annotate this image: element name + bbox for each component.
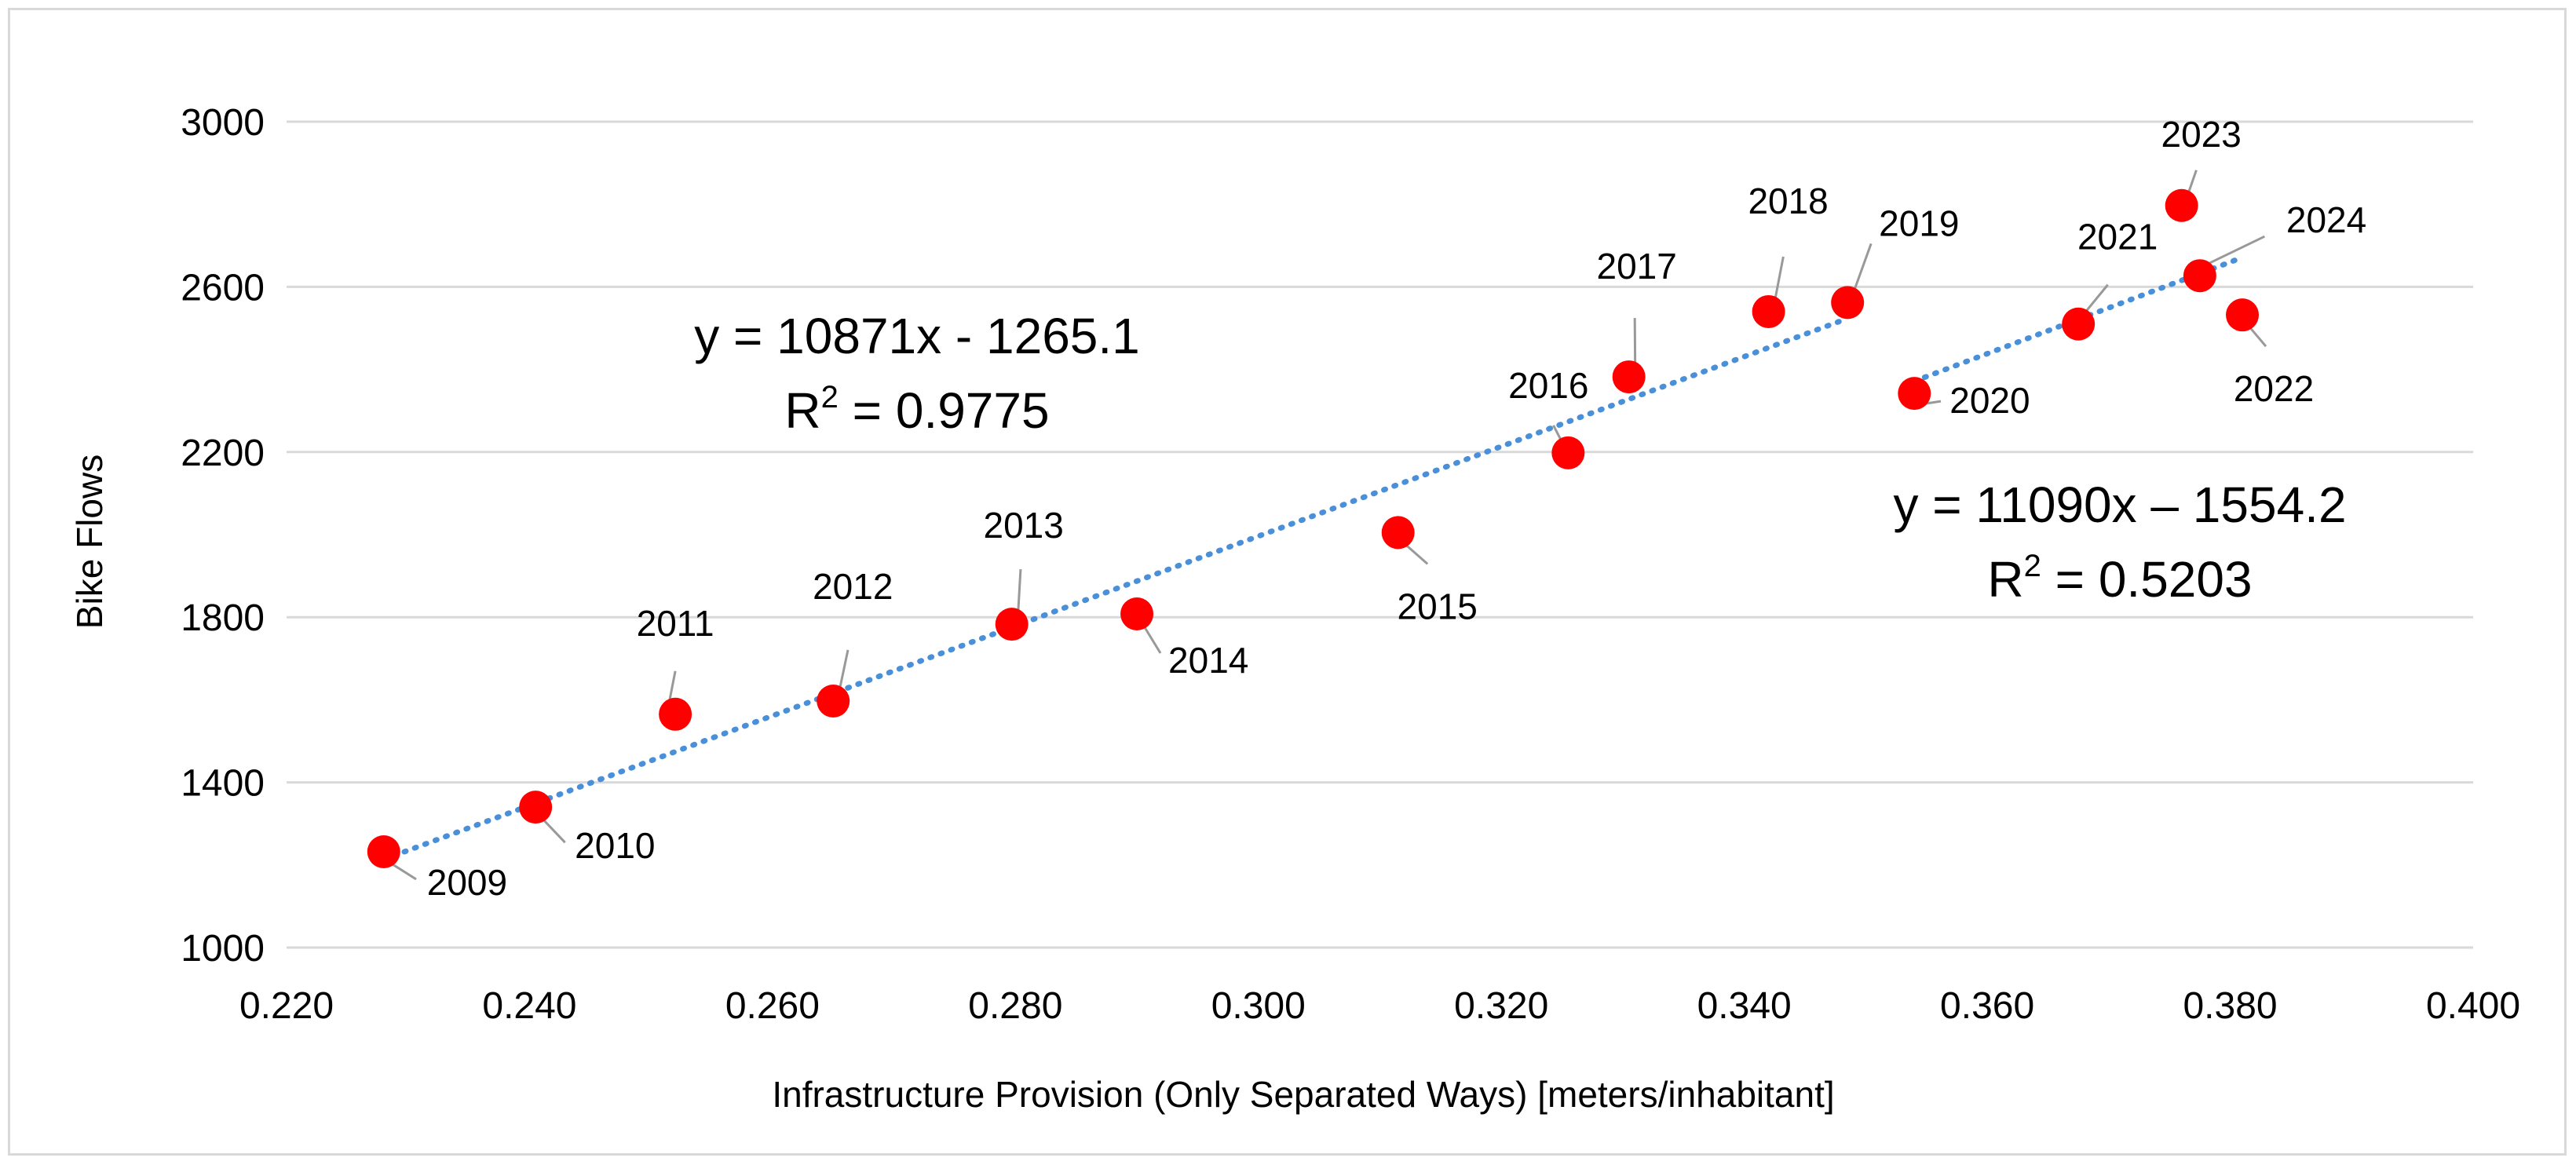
gridlines [287, 120, 2473, 949]
point-label-2013: 2013 [984, 505, 1064, 546]
data-point-2011 [659, 697, 692, 731]
leader-line-2012 [838, 649, 850, 691]
x-tick-label-0.400: 0.400 [2426, 985, 2520, 1027]
trendlines [381, 254, 2245, 863]
data-point-2014 [1120, 597, 1154, 630]
point-label-2020: 2020 [1949, 380, 2030, 421]
data-points [367, 188, 2260, 868]
data-point-2009 [367, 834, 400, 868]
y-tick-label-2600: 2600 [181, 267, 265, 309]
leader-line-2019 [1852, 243, 1873, 292]
x-tick-label-0.280: 0.280 [968, 985, 1062, 1027]
trendline-1-equation: y = 10871x - 1265.1 R2 = 0.9775 [694, 308, 1140, 439]
y-tick-label-2200: 2200 [181, 433, 265, 474]
leader-line-2010 [541, 817, 566, 844]
point-label-2012: 2012 [813, 566, 893, 607]
data-point-2017 [1612, 360, 1646, 394]
point-label-2015: 2015 [1398, 586, 1478, 626]
x-axis-ticks: 0.220 0.240 0.260 0.280 0.300 0.320 0.340 0.360… [239, 985, 2520, 1027]
data-point-2021 [2062, 307, 2096, 341]
data-point-2013 [995, 608, 1029, 641]
data-point-2015 [1381, 516, 1415, 550]
point-label-2017: 2017 [1597, 246, 1677, 287]
data-point-2022 [2226, 298, 2260, 332]
data-point-2019 [1831, 286, 1865, 320]
point-label-2011: 2011 [637, 603, 714, 644]
data-point-2020 [1898, 377, 1931, 411]
leader-line-2021 [2083, 283, 2109, 314]
y-axis-title: Bike Flows [69, 455, 110, 629]
leader-line-2015 [1403, 542, 1429, 565]
trendline-1 [381, 316, 1851, 863]
x-tick-label-0.380: 0.380 [2183, 985, 2277, 1027]
y-tick-label-1800: 1800 [181, 597, 265, 639]
trendline-1-r-squared: R2 = 0.9775 [784, 380, 1049, 439]
y-tick-label-3000: 3000 [181, 102, 265, 144]
trendline-2-r-squared: R2 = 0.5203 [1987, 549, 2252, 608]
y-axis-ticks: 1000 1400 1800 2200 2600 3000 [181, 102, 265, 970]
leader-line-2024 [2205, 235, 2266, 266]
point-label-2009: 2009 [427, 862, 507, 903]
data-point-2012 [817, 684, 850, 718]
data-point-2010 [519, 791, 553, 824]
x-axis-title: Infrastructure Provision (Only Separated… [772, 1074, 1834, 1115]
point-label-2022: 2022 [2234, 368, 2314, 409]
x-tick-label-0.260: 0.260 [725, 985, 820, 1027]
point-labels: 2009 2010 2011 2012 2013 2014 2015 2016 2017 2018… [427, 114, 2366, 903]
y-tick-label-1400: 1400 [181, 763, 265, 805]
point-label-2010: 2010 [575, 825, 655, 866]
point-label-2019: 2019 [1879, 203, 1959, 243]
x-tick-label-0.340: 0.340 [1697, 985, 1792, 1027]
point-label-2018: 2018 [1748, 181, 1828, 221]
point-label-2024: 2024 [2286, 199, 2366, 240]
point-label-2016: 2016 [1508, 365, 1588, 406]
x-tick-label-0.220: 0.220 [239, 985, 334, 1027]
data-point-2024 [2183, 259, 2216, 293]
trendline-1-formula: y = 10871x - 1265.1 [694, 308, 1140, 364]
leader-line-2011 [667, 670, 677, 704]
trendline-2-formula: y = 11090x – 1554.2 [1893, 477, 2346, 533]
data-point-2018 [1752, 294, 1785, 328]
x-tick-label-0.320: 0.320 [1454, 985, 1548, 1027]
leader-line-2022 [2247, 325, 2267, 348]
leader-line-2013 [1017, 569, 1022, 614]
point-label-2021: 2021 [2077, 217, 2158, 257]
chart-frame [8, 8, 2567, 1156]
x-tick-label-0.360: 0.360 [1940, 985, 2034, 1027]
leader-line-2018 [1774, 256, 1785, 301]
x-tick-label-0.300: 0.300 [1211, 985, 1306, 1027]
leader-line-2009 [389, 861, 417, 881]
leader-line-2014 [1142, 624, 1162, 654]
label-leader-lines [389, 170, 2267, 881]
x-tick-label-0.240: 0.240 [482, 985, 576, 1027]
point-label-2014: 2014 [1168, 640, 1248, 681]
data-point-2016 [1551, 436, 1585, 469]
data-point-2023 [2165, 188, 2198, 222]
point-label-2023: 2023 [2161, 114, 2241, 155]
leader-line-2023 [2187, 170, 2198, 195]
y-tick-label-1000: 1000 [181, 928, 265, 970]
trendline-2-equation: y = 11090x – 1554.2 R2 = 0.5203 [1893, 477, 2346, 608]
